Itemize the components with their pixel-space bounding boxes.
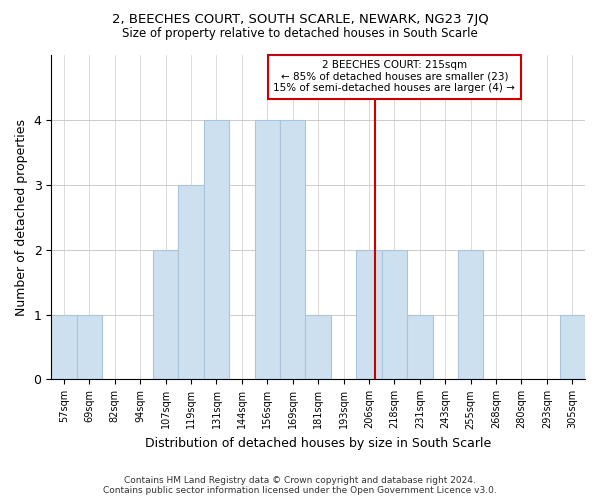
Bar: [356, 250, 382, 380]
Bar: [382, 250, 407, 380]
Bar: [407, 314, 433, 380]
Bar: [153, 250, 178, 380]
Bar: [280, 120, 305, 380]
Bar: [560, 314, 585, 380]
Bar: [305, 314, 331, 380]
Text: Size of property relative to detached houses in South Scarle: Size of property relative to detached ho…: [122, 28, 478, 40]
Bar: [51, 314, 77, 380]
Bar: [458, 250, 484, 380]
Bar: [254, 120, 280, 380]
X-axis label: Distribution of detached houses by size in South Scarle: Distribution of detached houses by size …: [145, 437, 491, 450]
Bar: [178, 185, 204, 380]
Text: 2, BEECHES COURT, SOUTH SCARLE, NEWARK, NG23 7JQ: 2, BEECHES COURT, SOUTH SCARLE, NEWARK, …: [112, 12, 488, 26]
Text: 2 BEECHES COURT: 215sqm
← 85% of detached houses are smaller (23)
15% of semi-de: 2 BEECHES COURT: 215sqm ← 85% of detache…: [274, 60, 515, 94]
Bar: [204, 120, 229, 380]
Y-axis label: Number of detached properties: Number of detached properties: [15, 118, 28, 316]
Text: Contains HM Land Registry data © Crown copyright and database right 2024.
Contai: Contains HM Land Registry data © Crown c…: [103, 476, 497, 495]
Bar: [77, 314, 102, 380]
